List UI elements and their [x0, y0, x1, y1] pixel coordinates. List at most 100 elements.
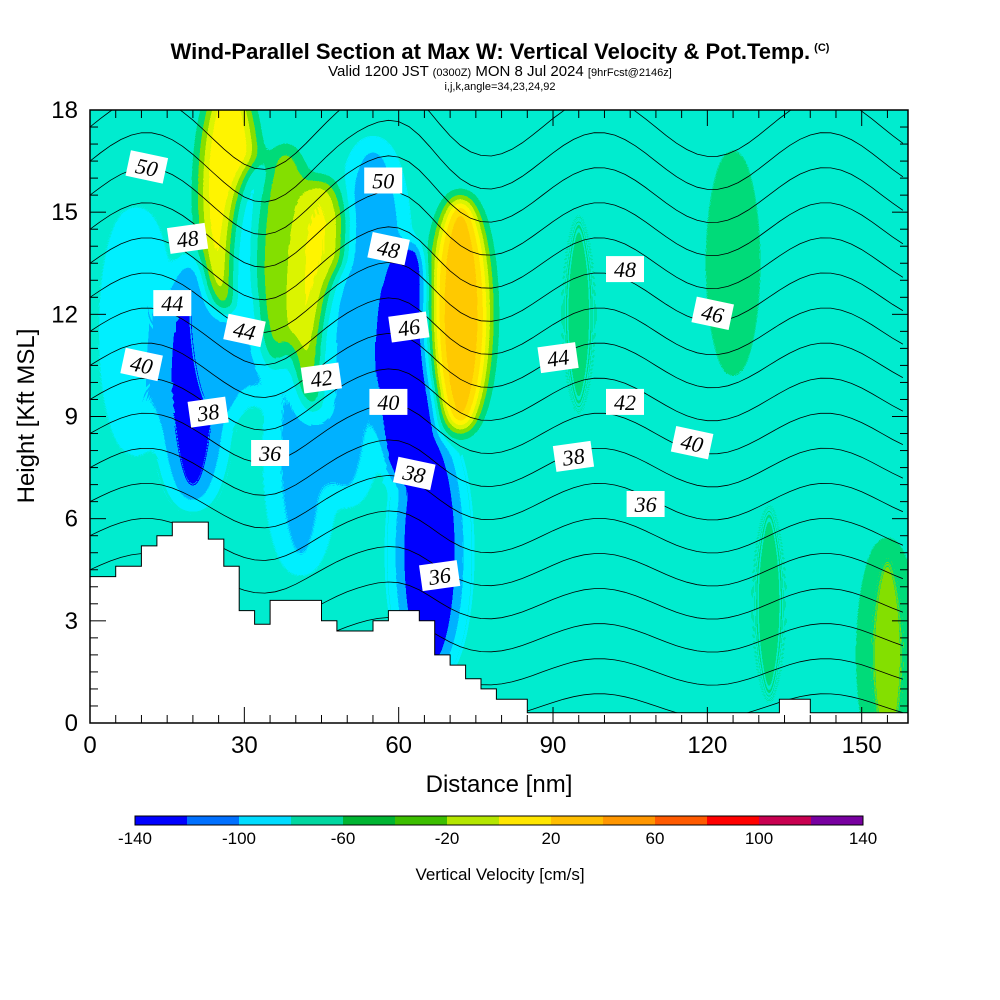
theta-contour-48	[90, 190, 904, 268]
theta-label-40: 40	[670, 426, 714, 460]
theta-label-text: 46	[396, 314, 421, 342]
y-tick-label: 6	[65, 506, 78, 533]
theta-label-background	[393, 456, 436, 491]
theta-label-text: 48	[375, 235, 402, 264]
colorbar-segment	[291, 816, 344, 825]
theta-label-background	[364, 167, 403, 194]
theta-contour-50	[90, 119, 904, 203]
theta-label-text: 40	[128, 350, 155, 379]
colorbar-segment	[707, 816, 760, 825]
theta-label-text: 36	[258, 441, 281, 466]
theta-label-48: 48	[606, 256, 644, 283]
theta-contour-40	[90, 474, 904, 529]
x-tick-label: 60	[385, 732, 412, 759]
chart-title: Wind-Parallel Section at Max W: Vertical…	[0, 36, 1000, 64]
colorbar-segment	[655, 816, 708, 825]
theta-label-text: 44	[231, 316, 258, 345]
theta-label-text: 48	[614, 257, 636, 282]
theta-label-48: 48	[166, 222, 209, 254]
x-tick-label: 120	[687, 732, 727, 759]
theta-label-background	[537, 342, 579, 374]
w-feature-16	[857, 534, 908, 723]
theta-label-50: 50	[364, 167, 403, 194]
theta-label-background	[187, 396, 229, 428]
valid-time: Valid 1200 JST	[328, 63, 429, 80]
colorbar-title: Vertical Velocity [cm/s]	[415, 865, 584, 884]
theta-label-text: 36	[426, 562, 452, 590]
y-axis-title: Height [Kft MSL]	[13, 329, 40, 504]
theta-label-background	[626, 491, 665, 517]
w-feature-12	[430, 194, 491, 435]
colorbar-segment	[499, 816, 552, 825]
theta-label-42: 42	[300, 362, 342, 394]
theta-label-38: 38	[552, 440, 595, 472]
colorbar-tick-label: 20	[542, 829, 561, 848]
title-block: Wind-Parallel Section at Max W: Vertical…	[0, 36, 1000, 94]
theta-label-text: 38	[400, 459, 428, 488]
theta-label-text: 36	[634, 492, 657, 517]
theta-label-text: 50	[372, 169, 394, 194]
terrain	[89, 521, 909, 724]
theta-label-text: 42	[309, 365, 334, 393]
chart-title-text: Wind-Parallel Section at Max W: Vertical…	[170, 39, 811, 64]
y-tick-label: 15	[51, 199, 78, 226]
theta-label-background	[670, 426, 714, 460]
x-tick-label: 30	[231, 732, 258, 759]
theta-label-44: 44	[223, 313, 266, 348]
theta-label-36: 36	[251, 440, 290, 466]
theta-label-background	[606, 256, 644, 283]
theta-label-background	[367, 231, 410, 266]
colorbar-tick-label: 140	[849, 829, 877, 848]
terrain-mask	[89, 521, 909, 724]
colorbar-segment	[395, 816, 448, 825]
theta-contour-44	[90, 332, 904, 398]
colorbar-segment	[551, 816, 604, 825]
colorbar-tick-label: 60	[646, 829, 665, 848]
theta-label-text: 44	[545, 344, 570, 372]
colorbar-segment	[187, 816, 240, 825]
colorbar-segment	[759, 816, 812, 825]
colorbar: -140 -100 -60 -20 20 60 100 140	[118, 815, 877, 848]
theta-label-48: 48	[367, 231, 410, 266]
chart-subtitle: Valid 1200 JST (0300Z) MON 8 Jul 2024 [9…	[0, 64, 1000, 81]
colorbar-segment	[603, 816, 656, 825]
theta-label-text: 48	[175, 225, 200, 253]
theta-contour-42	[90, 403, 904, 464]
theta-label-text: 42	[614, 390, 636, 415]
colorbar-segment	[135, 816, 188, 825]
theta-label-text: 46	[699, 299, 726, 328]
theta-label-42: 42	[606, 388, 644, 415]
copyright-mark: (C)	[814, 42, 830, 54]
theta-label-44: 44	[537, 342, 579, 374]
theta-label-background	[251, 440, 290, 466]
theta-label-background	[120, 347, 163, 382]
theta-label-38: 38	[187, 396, 229, 428]
chart-indices: i,j,k,angle=34,23,24,92	[444, 81, 556, 93]
x-tick-label: 150	[842, 732, 882, 759]
w-feature-13	[548, 194, 609, 435]
y-tick-label: 18	[51, 97, 78, 124]
theta-label-background	[606, 388, 644, 415]
theta-label-44: 44	[153, 290, 192, 317]
theta-label-background	[552, 440, 595, 472]
theta-contour-46	[90, 261, 904, 333]
theta-label-text: 50	[133, 153, 160, 182]
theta-contour-51	[90, 110, 904, 170]
theta-label-background	[388, 311, 430, 343]
colorbar-segment	[811, 816, 864, 825]
theta-label-background	[166, 222, 209, 254]
theta-contour-39	[90, 510, 904, 561]
theta-contour-49	[90, 155, 904, 236]
w-feature-10	[378, 245, 439, 486]
theta-label-background	[125, 150, 169, 184]
theta-label-background	[153, 290, 192, 317]
theta-label-background	[691, 296, 734, 330]
theta-label-text: 40	[679, 429, 706, 458]
theta-label-38: 38	[393, 456, 436, 491]
theta-label-text: 40	[377, 390, 399, 415]
y-tick-label: 12	[51, 301, 78, 328]
forecast-info: [9hrFcst@2146z]	[587, 67, 672, 79]
theta-contour-47	[90, 226, 904, 301]
